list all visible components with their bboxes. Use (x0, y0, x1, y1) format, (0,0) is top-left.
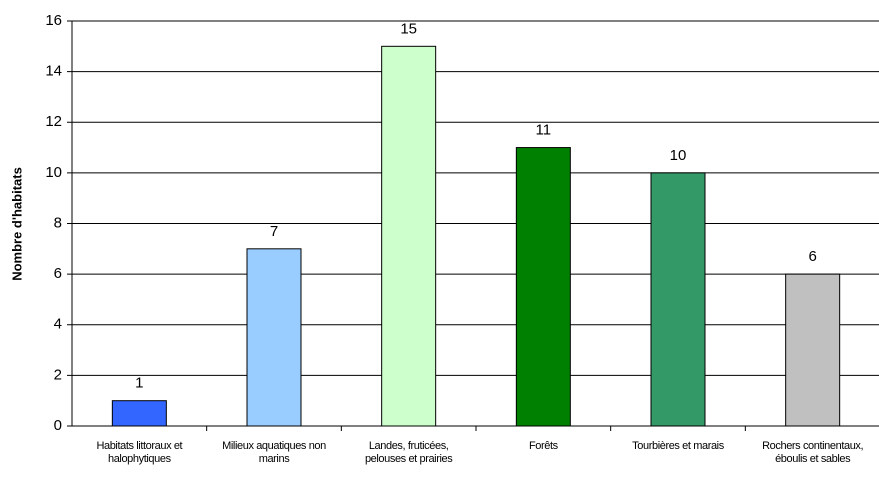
bar (650, 172, 706, 427)
data-label: 7 (270, 223, 278, 240)
x-tick-label: Milieux aquatiques non marins (222, 440, 326, 465)
y-tick-label: 2 (54, 366, 62, 383)
data-label: 15 (400, 20, 417, 37)
y-tick-label: 0 (54, 417, 62, 434)
y-tick-label: 6 (54, 265, 62, 282)
bar (381, 45, 437, 427)
y-tick-label: 4 (54, 316, 62, 333)
data-label: 11 (536, 122, 552, 139)
x-tick-label: Habitats littoraux et halophytiques (96, 440, 183, 465)
bar (785, 273, 841, 427)
data-label: 10 (670, 147, 687, 164)
y-tick-label: 8 (54, 214, 62, 231)
y-tick-label: 14 (45, 63, 62, 80)
y-tick-label: 12 (45, 113, 62, 130)
y-tick-label: 16 (45, 12, 62, 29)
bar (111, 400, 167, 427)
y-tick-label: 10 (45, 164, 62, 181)
x-tick-label: Forêts (528, 440, 558, 452)
y-axis-label: Nombre d'habitats (9, 167, 24, 281)
data-label: 1 (135, 375, 143, 392)
bar (246, 248, 302, 427)
x-tick-label: Landes, fruticées, pelouses et prairies (364, 440, 453, 465)
bar (515, 147, 571, 427)
data-label: 6 (808, 248, 816, 265)
x-tick-label: Tourbières et marais (632, 440, 724, 452)
x-tick-label: Rochers continentaux, éboulis et sables (762, 440, 864, 465)
